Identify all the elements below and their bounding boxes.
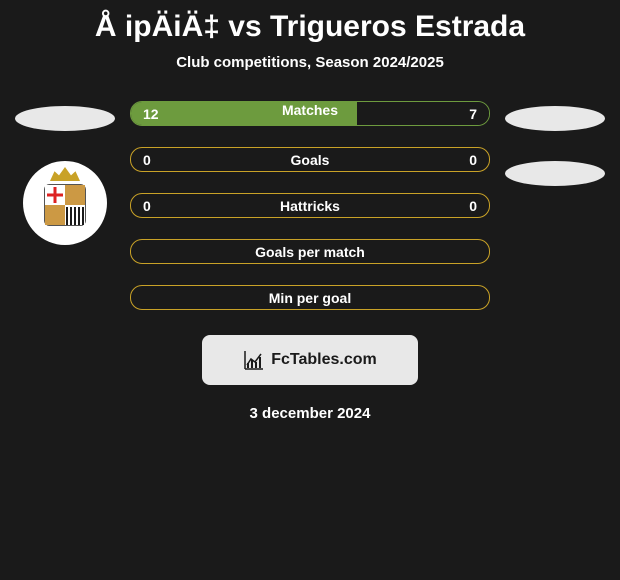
- mpg-label: Min per goal: [131, 290, 489, 306]
- player-photo-placeholder-right-2: [505, 161, 605, 186]
- matches-fill-right: 7: [357, 102, 489, 125]
- club-logo-left: [23, 161, 107, 245]
- stat-row-hattricks: 0 Hattricks 0: [130, 193, 490, 218]
- player-photo-placeholder-left: [15, 106, 115, 131]
- brand-text: FcTables.com: [271, 351, 377, 369]
- stat-row-goals: 0 Goals 0: [130, 147, 490, 172]
- stat-row-matches: 12 7 Matches: [130, 101, 490, 126]
- page-title: Å ipÄiÄ‡ vs Trigueros Estrada: [10, 0, 610, 54]
- chart-icon: [243, 349, 265, 371]
- matches-left-value: 12: [131, 106, 171, 122]
- goals-label: Goals: [131, 152, 489, 168]
- right-column: [500, 101, 610, 186]
- date-text: 3 december 2024: [10, 405, 610, 422]
- stat-row-goals-per-match: Goals per match: [130, 239, 490, 264]
- brand-panel[interactable]: FcTables.com: [202, 335, 418, 385]
- player-photo-placeholder-right-1: [505, 106, 605, 131]
- stat-row-min-per-goal: Min per goal: [130, 285, 490, 310]
- hattricks-label: Hattricks: [131, 198, 489, 214]
- crown-icon: [50, 167, 80, 181]
- shield-icon: [43, 183, 87, 227]
- left-column: [10, 101, 120, 245]
- stats-column: 12 7 Matches 0 Goals 0 0 Hattricks 0: [130, 101, 490, 310]
- matches-fill-left: 12: [131, 102, 357, 125]
- comparison-widget: Å ipÄiÄ‡ vs Trigueros Estrada Club compe…: [0, 0, 620, 422]
- page-subtitle: Club competitions, Season 2024/2025: [10, 54, 610, 71]
- content-row: 12 7 Matches 0 Goals 0 0 Hattricks 0: [10, 101, 610, 310]
- matches-right-value: 7: [457, 106, 489, 122]
- gpm-label: Goals per match: [131, 244, 489, 260]
